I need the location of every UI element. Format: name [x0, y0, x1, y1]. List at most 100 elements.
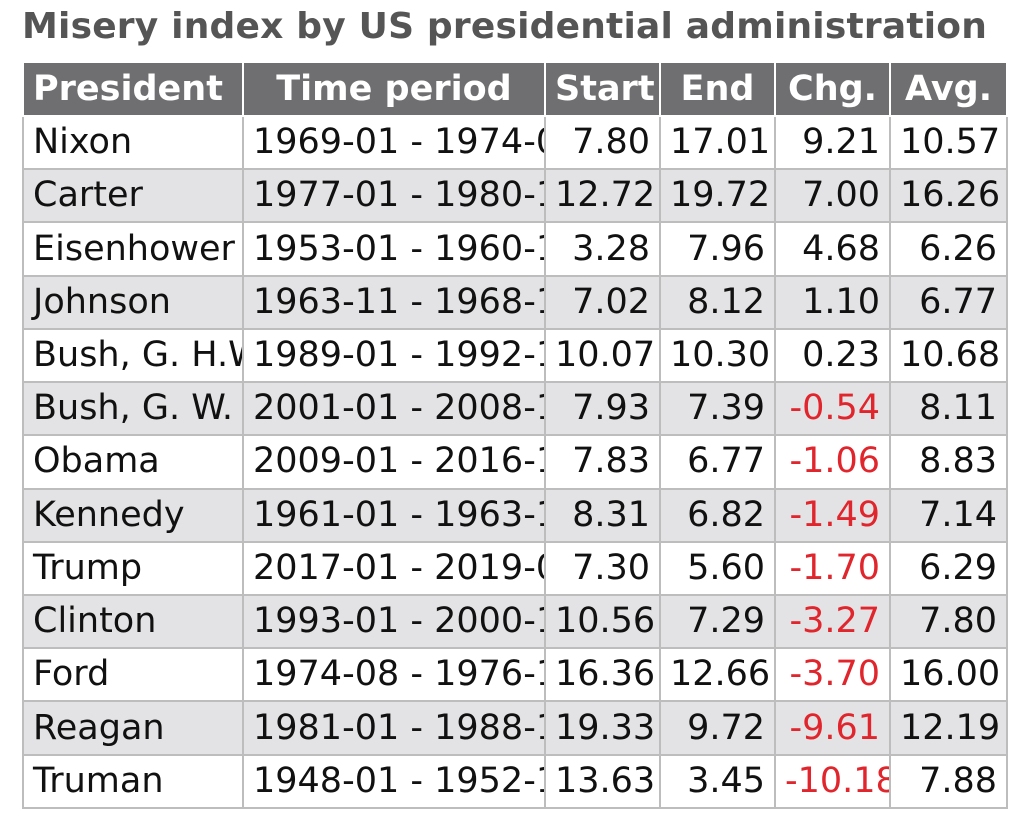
time-period-cell: 1989-01 - 1992-12 [242, 327, 546, 384]
start-value-cell: 7.02 [544, 274, 661, 330]
time-period-cell: 1981-01 - 1988-12 [242, 700, 546, 756]
end-value-cell: 7.29 [659, 593, 776, 650]
change-value-cell: -3.70 [774, 647, 891, 703]
misery-index-table: President Time period Start End Chg. Avg… [22, 61, 1008, 810]
average-value-cell: 7.80 [889, 593, 1008, 650]
average-value-cell: 16.00 [889, 647, 1008, 703]
average-value-cell: 10.68 [889, 327, 1008, 384]
president-cell: Truman [22, 753, 244, 810]
column-header-average: Avg. [889, 61, 1008, 117]
president-cell: Eisenhower [22, 221, 244, 277]
change-value-cell: 4.68 [774, 221, 891, 277]
table-row: Bush, G. W.2001-01 - 2008-127.937.39-0.5… [22, 381, 1008, 437]
time-period-cell: 2009-01 - 2016-12 [242, 434, 546, 490]
end-value-cell: 19.72 [659, 168, 776, 224]
change-value-cell: 0.23 [774, 327, 891, 384]
change-value-cell: -1.70 [774, 540, 891, 596]
start-value-cell: 7.30 [544, 540, 661, 596]
end-value-cell: 10.30 [659, 327, 776, 384]
average-value-cell: 7.88 [889, 753, 1008, 810]
table-row: Bush, G. H.W.1989-01 - 1992-1210.0710.30… [22, 327, 1008, 384]
end-value-cell: 6.82 [659, 487, 776, 543]
change-value-cell: 7.00 [774, 168, 891, 224]
change-value-cell: -0.54 [774, 381, 891, 437]
time-period-cell: 1974-08 - 1976-12 [242, 647, 546, 703]
time-period-cell: 1961-01 - 1963-10 [242, 487, 546, 543]
start-value-cell: 7.83 [544, 434, 661, 490]
time-period-cell: 2017-01 - 2019-04 [242, 540, 546, 596]
column-header-end: End [659, 61, 776, 117]
change-value-cell: -1.49 [774, 487, 891, 543]
start-value-cell: 3.28 [544, 221, 661, 277]
average-value-cell: 8.11 [889, 381, 1008, 437]
start-value-cell: 10.56 [544, 593, 661, 650]
president-cell: Bush, G. W. [22, 381, 244, 437]
time-period-cell: 1963-11 - 1968-12 [242, 274, 546, 330]
president-cell: Johnson [22, 274, 244, 330]
end-value-cell: 7.96 [659, 221, 776, 277]
start-value-cell: 13.63 [544, 753, 661, 810]
change-value-cell: -1.06 [774, 434, 891, 490]
end-value-cell: 5.60 [659, 540, 776, 596]
table-header-row: President Time period Start End Chg. Avg… [22, 61, 1008, 117]
average-value-cell: 10.57 [889, 114, 1008, 171]
president-cell: Bush, G. H.W. [22, 327, 244, 384]
column-header-president: President [22, 61, 244, 117]
time-period-cell: 1969-01 - 1974-07 [242, 114, 546, 171]
average-value-cell: 8.83 [889, 434, 1008, 490]
president-cell: Ford [22, 647, 244, 703]
start-value-cell: 16.36 [544, 647, 661, 703]
end-value-cell: 3.45 [659, 753, 776, 810]
start-value-cell: 10.07 [544, 327, 661, 384]
time-period-cell: 1993-01 - 2000-12 [242, 593, 546, 650]
change-value-cell: -3.27 [774, 593, 891, 650]
change-value-cell: -10.18 [774, 753, 891, 810]
president-cell: Trump [22, 540, 244, 596]
time-period-cell: 2001-01 - 2008-12 [242, 381, 546, 437]
end-value-cell: 7.39 [659, 381, 776, 437]
average-value-cell: 6.29 [889, 540, 1008, 596]
end-value-cell: 17.01 [659, 114, 776, 171]
change-value-cell: 1.10 [774, 274, 891, 330]
end-value-cell: 6.77 [659, 434, 776, 490]
end-value-cell: 8.12 [659, 274, 776, 330]
table-title: Misery index by US presidential administ… [22, 6, 988, 47]
time-period-cell: 1977-01 - 1980-12 [242, 168, 546, 224]
change-value-cell: 9.21 [774, 114, 891, 171]
president-cell: Obama [22, 434, 244, 490]
start-value-cell: 7.93 [544, 381, 661, 437]
column-header-time-period: Time period [242, 61, 546, 117]
president-cell: Nixon [22, 114, 244, 171]
average-value-cell: 6.77 [889, 274, 1008, 330]
time-period-cell: 1953-01 - 1960-12 [242, 221, 546, 277]
president-cell: Kennedy [22, 487, 244, 543]
change-value-cell: -9.61 [774, 700, 891, 756]
start-value-cell: 7.80 [544, 114, 661, 171]
president-cell: Reagan [22, 700, 244, 756]
average-value-cell: 12.19 [889, 700, 1008, 756]
time-period-cell: 1948-01 - 1952-12 [242, 753, 546, 810]
column-header-change: Chg. [774, 61, 891, 117]
column-header-start: Start [544, 61, 661, 117]
average-value-cell: 6.26 [889, 221, 1008, 277]
start-value-cell: 12.72 [544, 168, 661, 224]
president-cell: Clinton [22, 593, 244, 650]
end-value-cell: 12.66 [659, 647, 776, 703]
start-value-cell: 8.31 [544, 487, 661, 543]
end-value-cell: 9.72 [659, 700, 776, 756]
average-value-cell: 7.14 [889, 487, 1008, 543]
average-value-cell: 16.26 [889, 168, 1008, 224]
president-cell: Carter [22, 168, 244, 224]
